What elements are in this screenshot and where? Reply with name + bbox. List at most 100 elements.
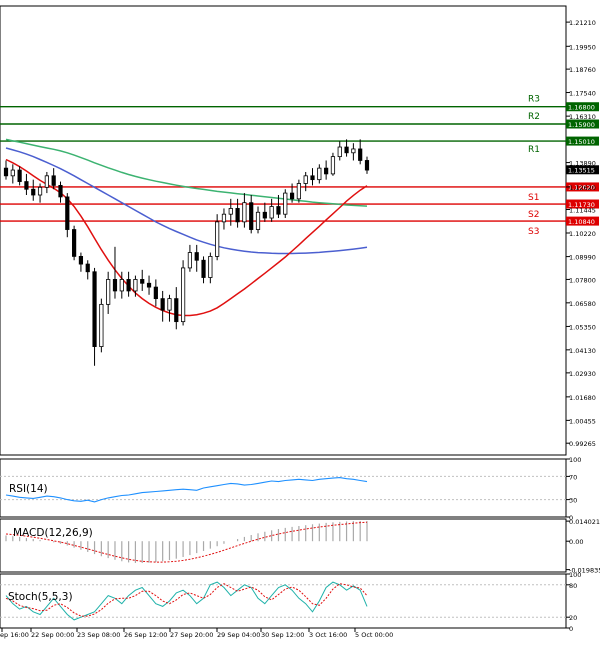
stoch-panel: 100 80 20 0 Stoch(5,5,3) xyxy=(0,571,581,633)
macd-tick-label: 0.014021 xyxy=(569,518,600,526)
time-tick-label: 29 Sep 04:00 xyxy=(217,631,260,639)
macd-tick-label: 0.00 xyxy=(569,538,583,546)
stoch-d-line xyxy=(5,583,368,617)
macd-label: MACD(12,26,9) xyxy=(13,527,93,539)
candle-bear xyxy=(78,256,84,265)
price-tick-label: 1.05350 xyxy=(569,323,596,331)
time-axis: ep 16:00 22 Sep 00:00 23 Sep 08:00 26 Sep 1… xyxy=(0,628,393,639)
price-tick-label: 1.21210 xyxy=(569,19,596,27)
candle-bull xyxy=(106,279,111,305)
pivot-levels: R3 1.16800 R2 1.15900 R1 1.15010 S1 1.12620 S2 1.… xyxy=(0,95,599,237)
candle-bear xyxy=(174,298,179,323)
candle-bear xyxy=(160,298,165,311)
stoch-tick-label: 0 xyxy=(569,625,573,633)
candle-bull xyxy=(283,192,288,215)
candle-bear xyxy=(51,175,56,186)
candle-bull xyxy=(221,213,227,223)
price-tick-label: 1.10220 xyxy=(569,230,596,238)
macd-panel: 0.014021 0.00 -0.019835 MACD(12,26,9) xyxy=(0,518,600,575)
price-tick-label: 1.19950 xyxy=(569,43,596,51)
ma-green-line xyxy=(5,138,368,207)
candle-bear xyxy=(126,279,131,292)
level-price-label: 1.11730 xyxy=(568,201,595,209)
candle-bull xyxy=(242,202,247,223)
time-tick-label: 26 Sep 12:00 xyxy=(124,631,167,639)
level-price-box xyxy=(566,182,599,192)
stoch-tick-label: 20 xyxy=(569,614,577,622)
candle-bear xyxy=(92,271,97,347)
current-price-label: 1.13515 xyxy=(568,167,595,175)
price-tick-label: 1.07800 xyxy=(569,276,596,284)
price-tick-label: 1.16310 xyxy=(569,113,596,121)
stoch-label: Stoch(5,5,3) xyxy=(8,591,73,603)
candle-bull xyxy=(187,252,193,269)
candle-bull xyxy=(351,148,356,154)
time-tick-label: 3 Oct 16:00 xyxy=(309,631,347,639)
level-price-box xyxy=(566,136,599,146)
time-tick-label: 30 Sep 12:00 xyxy=(261,631,304,639)
rsi-frame xyxy=(0,458,567,518)
candle-bull xyxy=(255,211,261,230)
time-tick-label: 27 Sep 20:00 xyxy=(170,631,213,639)
level-price-label: 1.16800 xyxy=(568,104,595,112)
stoch-frame xyxy=(0,573,567,629)
candle-bear xyxy=(358,148,363,161)
candle-bull xyxy=(119,279,124,292)
candle-bear xyxy=(276,206,281,215)
level-name-r3: R3 xyxy=(528,95,540,105)
candle-bear xyxy=(344,146,349,154)
candle-bull xyxy=(208,256,213,278)
price-tick-label: 1.12620 xyxy=(569,184,596,192)
level-price-box xyxy=(566,199,599,209)
price-tick-label: 0.99265 xyxy=(569,440,596,448)
level-name-s3: S3 xyxy=(528,227,539,237)
candle-bear xyxy=(65,196,70,230)
candle-bull xyxy=(44,175,49,188)
time-tick-label: 22 Sep 00:00 xyxy=(31,631,74,639)
price-tick-label: 1.11445 xyxy=(569,206,596,214)
candle-bear xyxy=(24,181,29,190)
level-price-label: 1.12620 xyxy=(568,184,595,192)
level-price-label: 1.15010 xyxy=(568,138,595,146)
stoch-tick-label: 80 xyxy=(569,582,577,590)
price-tick-label: 1.17540 xyxy=(569,90,596,98)
candle-bear xyxy=(235,208,240,223)
candle-bull xyxy=(330,156,336,175)
rsi-panel: 100 70 30 0 RSI(14) xyxy=(0,456,581,522)
price-axis: 1.21210 1.19950 1.18760 1.17540 1.16310 1.138… xyxy=(566,19,599,448)
candle-bear xyxy=(140,279,145,284)
candle-bull xyxy=(337,146,342,158)
candle-bull xyxy=(215,221,220,257)
rsi-tick-label: 0 xyxy=(569,514,573,522)
rsi-label: RSI(14) xyxy=(9,483,48,495)
price-panel-frame xyxy=(0,5,567,456)
candle-bull xyxy=(269,206,274,219)
stoch-k-line xyxy=(5,581,368,621)
candle-bear xyxy=(194,252,199,261)
macd-tick-label: -0.019835 xyxy=(569,567,600,575)
candle-bear xyxy=(112,279,118,292)
price-tick-label: 1.02930 xyxy=(569,370,596,378)
candle-bull xyxy=(99,303,104,347)
rsi-tick-label: 100 xyxy=(569,456,581,464)
candle-bull xyxy=(296,183,301,200)
rsi-line xyxy=(5,477,368,503)
candle-bear xyxy=(249,202,254,230)
candle-bear xyxy=(324,167,329,175)
macd-signal-line xyxy=(5,521,368,563)
candle-bear xyxy=(31,188,36,196)
candle-bear xyxy=(153,286,158,300)
level-price-box xyxy=(566,119,599,129)
candle-bear xyxy=(146,282,152,288)
level-name-r2: R2 xyxy=(528,112,540,122)
candle-bull xyxy=(228,208,233,215)
candle-bear xyxy=(85,263,90,273)
price-tick-label: 1.01680 xyxy=(569,394,596,402)
time-tick-label: 23 Sep 08:00 xyxy=(77,631,120,639)
price-tick-label: 1.18760 xyxy=(569,66,596,74)
level-price-box xyxy=(566,102,599,112)
level-name-s1: S1 xyxy=(528,193,539,203)
level-price-box xyxy=(566,216,599,226)
